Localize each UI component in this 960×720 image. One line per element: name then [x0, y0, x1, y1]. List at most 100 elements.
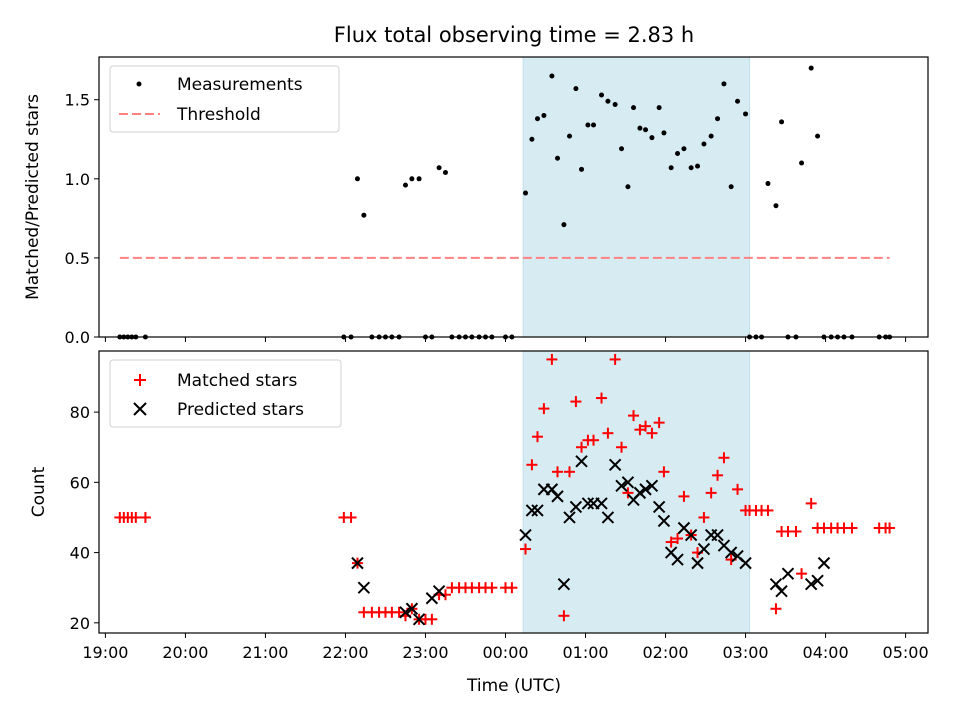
predicted-star-point [615, 479, 628, 493]
matched-star-point [796, 568, 808, 580]
bottom-xtick-label: 22:00 [322, 643, 368, 662]
predicted-star-point [739, 556, 752, 570]
measurement-point [668, 165, 674, 171]
matched-star-point [393, 606, 405, 618]
predicted-star-point [697, 542, 711, 556]
matched-star-point [653, 417, 665, 429]
matched-star-point [596, 392, 608, 404]
top-legend: Measurements Threshold [109, 65, 340, 133]
bottom-axes-frame [98, 350, 929, 634]
bottom-ytick-label: 80 [70, 403, 90, 422]
bottom-plot-marks [114, 353, 896, 626]
matched-star-point [576, 441, 588, 453]
matched-star-point [588, 434, 600, 446]
top-axis-ticks: 0.0 0.5 1.0 1.5 [65, 91, 907, 347]
bottom-xtick-label: 05:00 [883, 643, 929, 662]
chart-title: Flux total observing time = 2.83 h [334, 23, 694, 47]
matched-star-point [570, 396, 582, 408]
predicted-star-point [639, 483, 652, 496]
predicted-star-point [781, 567, 795, 580]
top-plot-marks [117, 65, 893, 340]
measurement-point [625, 184, 631, 190]
predicted-star-point [608, 458, 622, 471]
predicted-star-point [525, 504, 539, 517]
matched-star-point [672, 533, 684, 545]
predicted-star-point [432, 585, 446, 598]
predicted-star-point [645, 479, 659, 493]
top-legend-box [109, 65, 340, 133]
predicted-star-point [357, 581, 371, 594]
measurement-point [354, 176, 360, 182]
legend-matched-label: Matched stars [177, 371, 297, 391]
measurement-point [416, 176, 422, 182]
bottom-ytick-label: 60 [70, 473, 90, 492]
bottom-panel: 20 40 60 80 19:00 20:00 21:00 22:00 23:00 00:00 01… [29, 350, 929, 696]
measurement-point [561, 222, 567, 228]
measurement-point [715, 116, 721, 122]
predicted-star-point [817, 556, 831, 570]
measurement-point [549, 73, 555, 79]
top-y-axis-label: Matched/Predicted stars [23, 94, 43, 300]
matched-star-point [665, 536, 677, 548]
measurement-point [599, 92, 605, 98]
predicted-star-point [633, 486, 647, 500]
predicted-star-point [811, 574, 824, 587]
legend-measurements-marker [136, 81, 142, 87]
measurement-point [631, 105, 637, 111]
predicted-star-point [405, 602, 419, 615]
measurement-point [688, 165, 694, 171]
top-ytick-label: 0.5 [65, 249, 90, 268]
matched-star-point [602, 427, 614, 439]
matched-star-point [762, 504, 774, 516]
bottom-xtick-label: 00:00 [482, 643, 528, 662]
matched-star-point [558, 610, 570, 622]
measurement-point [808, 65, 814, 71]
matched-star-point [345, 511, 357, 523]
matched-star-point [718, 452, 730, 464]
matched-star-point [678, 490, 690, 502]
matched-star-point [532, 431, 544, 443]
bottom-y-axis-label: Count [29, 466, 49, 517]
top-shaded-span [522, 56, 751, 338]
measurement-point [701, 141, 707, 147]
measurement-point [579, 166, 585, 172]
predicted-star-point [711, 528, 724, 542]
measurement-point [708, 133, 714, 139]
matched-star-point [538, 403, 550, 415]
matched-star-point [634, 424, 646, 436]
legend-threshold-label: Threshold [176, 105, 261, 125]
predicted-star-point [671, 553, 684, 566]
bottom-legend: Matched stars Predicted stars [109, 359, 342, 428]
predicted-star-point [551, 490, 564, 503]
measurement-point [735, 98, 741, 104]
predicted-star-point [399, 606, 412, 619]
predicted-star-point [569, 500, 583, 514]
measurement-point [721, 81, 727, 87]
bottom-ytick-label: 20 [70, 614, 90, 633]
measurement-point [529, 136, 535, 142]
measurement-point [637, 125, 643, 131]
predicted-star-point [412, 613, 426, 626]
predicted-star-point [519, 528, 532, 542]
measurement-point [535, 116, 541, 122]
matched-star-point [546, 353, 558, 365]
bottom-xtick-label: 02:00 [642, 643, 688, 662]
bottom-xtick-label: 23:00 [402, 643, 448, 662]
matched-star-point [658, 466, 670, 478]
measurement-point [573, 86, 579, 92]
measurement-point [649, 135, 655, 141]
predicted-star-point [657, 514, 671, 528]
matched-star-point [640, 420, 652, 432]
predicted-star-point [545, 483, 559, 496]
predicted-star-point [621, 476, 635, 489]
matched-star-point [732, 483, 744, 495]
matched-star-point [130, 511, 142, 523]
predicted-star-point [775, 585, 788, 598]
measurement-point [442, 169, 448, 175]
matched-star-point [712, 469, 724, 481]
measurement-point [815, 133, 821, 139]
bottom-xtick-label: 20:00 [162, 643, 208, 662]
top-panel: Flux total observing time = 2.83 h 0.00.… [23, 23, 929, 347]
legend-predicted-marker [133, 402, 147, 416]
